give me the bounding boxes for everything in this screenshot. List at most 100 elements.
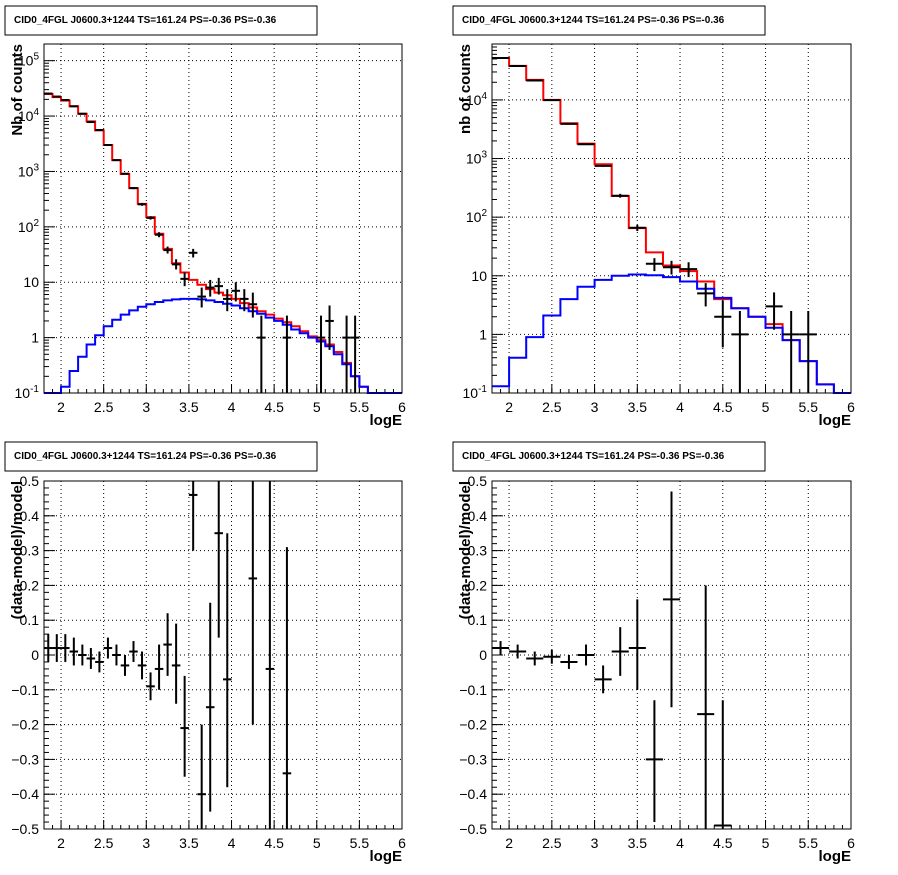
data-point: [214, 277, 223, 295]
data-point: [197, 724, 206, 829]
y-tick-label: 102: [18, 218, 40, 235]
data-point: [526, 79, 544, 82]
data-point: [611, 193, 629, 198]
y-tick-label: 0: [479, 647, 487, 663]
counts-panel-left: CID0_4FGL J0600.3+1244 TS=161.24 PS=-0.3…: [4, 5, 406, 429]
data-point: [509, 64, 527, 67]
data-point: [154, 644, 164, 690]
data-point: [231, 282, 241, 302]
x-tick-label: 2.5: [94, 399, 114, 415]
data-point: [154, 232, 164, 238]
x-tick-label: 4.5: [713, 835, 733, 851]
pad-title: CID0_4FGL J0600.3+1244 TS=161.24 PS=-0.3…: [462, 451, 725, 462]
y-tick-label: 102: [466, 208, 488, 225]
x-tick-label: 5: [313, 399, 321, 415]
y-tick-label: −0.5: [11, 821, 39, 837]
data-point: [594, 164, 612, 167]
y-tick-label: 0.2: [468, 577, 488, 593]
data-point: [86, 648, 96, 669]
data-point: [188, 481, 198, 551]
data-point: [577, 644, 595, 666]
y-tick-label: 104: [18, 107, 40, 124]
data-point: [765, 292, 783, 330]
x-tick-label: 5.5: [799, 399, 819, 415]
y-tick-label: 103: [18, 162, 40, 179]
data-point: [526, 651, 544, 666]
data-point: [171, 259, 181, 270]
y-tick-label: −0.4: [11, 786, 39, 802]
data-point: [52, 634, 62, 662]
data-point: [129, 641, 138, 662]
data-point: [171, 623, 181, 704]
data-point: [265, 481, 275, 829]
data-point: [197, 287, 206, 308]
y-tick-label: 1: [479, 326, 487, 342]
data-point: [560, 122, 578, 125]
data-point: [594, 665, 612, 694]
x-tick-label: 2.5: [542, 835, 562, 851]
x-tick-label: 3: [591, 399, 599, 415]
data-point: [214, 481, 223, 638]
x-tick-label: 2: [505, 835, 513, 851]
plot-frame: [491, 480, 852, 830]
data-point: [662, 491, 681, 708]
y-tick-label: −0.5: [459, 821, 487, 837]
data-point: [799, 311, 817, 393]
data-point: [61, 634, 70, 662]
data-point: [350, 315, 360, 393]
x-tick-label: 4: [676, 835, 684, 851]
data-point: [180, 272, 189, 287]
y-tick-label: −0.3: [459, 751, 487, 767]
data-point: [205, 279, 215, 297]
pad-title-box: [4, 441, 318, 472]
data-point: [61, 98, 70, 101]
x-tick-label: 2.5: [542, 399, 562, 415]
x-tick-label: 5.5: [350, 399, 370, 415]
data-point: [342, 315, 351, 393]
data-point: [543, 649, 561, 664]
x-tick-label: 5: [762, 399, 770, 415]
data-point: [188, 248, 198, 258]
residual-panel-right: CID0_4FGL J0600.3+1244 TS=161.24 PS=-0.3…: [452, 441, 855, 865]
x-tick-label: 2: [505, 399, 513, 415]
data-point: [146, 672, 155, 701]
y-axis-title: Nb of counts: [9, 44, 26, 136]
y-tick-label: 0: [31, 647, 39, 663]
data-point: [628, 599, 646, 690]
y-tick-label: −0.4: [459, 786, 487, 802]
x-tick-label: 5.5: [799, 835, 819, 851]
data-point: [257, 315, 266, 393]
x-tick-label: 3: [142, 399, 150, 415]
data-point: [95, 651, 104, 673]
x-axis-title: logE: [819, 412, 852, 429]
data-point: [714, 300, 732, 348]
x-tick-label: 3.5: [179, 399, 199, 415]
data-point: [103, 144, 113, 147]
data-point: [782, 311, 800, 393]
data-point: [731, 311, 749, 393]
data-point: [44, 92, 53, 95]
data-point: [120, 172, 130, 175]
y-tick-label: 0.5: [20, 473, 40, 489]
x-tick-label: 5: [313, 835, 321, 851]
y-tick-label: 10-1: [463, 384, 488, 401]
data-point: [577, 143, 595, 146]
y-axis-title: (data-model)/model: [9, 481, 26, 619]
data-point: [146, 216, 155, 220]
data-point: [697, 283, 715, 307]
data-point: [560, 655, 578, 669]
x-tick-label: 6: [847, 399, 855, 415]
pad-title-box: [452, 5, 766, 36]
data-point: [137, 202, 147, 206]
x-tick-label: 4.5: [264, 835, 284, 851]
data-point: [697, 585, 715, 829]
x-tick-label: 6: [847, 835, 855, 851]
data-point: [680, 262, 698, 278]
x-tick-label: 2.5: [94, 835, 114, 851]
y-tick-label: 0.4: [20, 508, 40, 524]
data-point: [44, 634, 53, 662]
data-point: [662, 260, 681, 275]
data-point: [628, 224, 646, 232]
x-axis-title: logE: [370, 412, 403, 429]
